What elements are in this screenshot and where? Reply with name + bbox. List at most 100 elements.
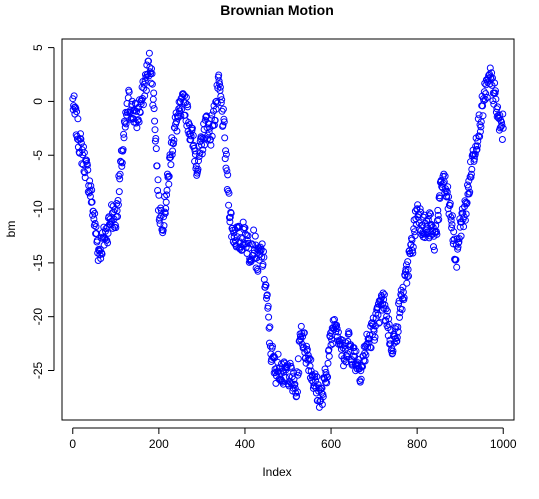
data-point: [448, 221, 456, 229]
data-point: [331, 323, 339, 331]
data-point: [499, 110, 507, 118]
data-point: [188, 124, 196, 132]
data-point: [262, 281, 270, 289]
data-point: [223, 167, 231, 175]
data-point: [325, 352, 333, 360]
x-axis: 0 200 400 600 800 1000: [69, 427, 517, 451]
data-point: [114, 197, 122, 204]
data-point: [115, 172, 123, 180]
data-point: [475, 111, 483, 119]
data-point: [104, 229, 112, 237]
data-point: [491, 79, 499, 87]
data-point: [176, 107, 183, 115]
x-axis-label: Index: [262, 465, 291, 479]
data-point: [89, 211, 97, 219]
data-point: [367, 344, 375, 352]
data-point: [344, 330, 352, 338]
data-point: [265, 324, 273, 332]
data-point: [343, 350, 351, 358]
data-point: [318, 389, 326, 397]
data-point: [178, 105, 186, 113]
data-point: [281, 373, 289, 381]
y-axis-label: bm: [4, 221, 18, 238]
data-point: [221, 134, 229, 142]
data-point: [226, 218, 234, 226]
data-point: [118, 162, 126, 170]
data-point: [389, 347, 397, 355]
data-point: [440, 170, 448, 178]
data-point: [483, 93, 491, 101]
data-point: [328, 335, 335, 343]
data-point: [72, 105, 80, 113]
data-point: [477, 118, 485, 126]
data-point: [88, 198, 96, 206]
data-point: [426, 209, 434, 217]
data-point: [222, 150, 230, 158]
data-point: [405, 272, 412, 280]
data-point: [450, 228, 458, 236]
data-point: [258, 240, 266, 248]
data-point: [293, 392, 301, 400]
data-point: [177, 112, 185, 120]
data-point: [404, 258, 412, 266]
data-point: [356, 378, 364, 386]
data-point: [479, 112, 487, 120]
data-point: [396, 313, 403, 321]
data-point: [306, 354, 313, 362]
data-point: [345, 330, 353, 337]
data-point: [92, 223, 100, 231]
data-point: [84, 166, 92, 174]
data-point: [266, 342, 274, 350]
data-point: [380, 291, 388, 299]
data-point: [136, 109, 144, 116]
data-point: [463, 199, 471, 207]
data-point: [173, 127, 181, 135]
data-point: [488, 69, 496, 77]
data-point: [221, 155, 229, 163]
data-point: [473, 142, 481, 150]
data-point: [83, 156, 90, 164]
data-point: [83, 161, 91, 169]
data-point: [163, 186, 171, 194]
data-point: [364, 343, 372, 351]
data-point: [498, 121, 506, 129]
data-point: [399, 283, 407, 291]
data-point: [486, 80, 494, 88]
data-point: [383, 307, 391, 315]
data-point: [403, 279, 411, 287]
data-point: [457, 232, 465, 240]
data-point: [416, 205, 424, 213]
data-point: [88, 186, 96, 194]
data-point: [498, 136, 506, 143]
data-point: [291, 380, 299, 388]
data-point: [498, 118, 505, 126]
data-point: [374, 311, 382, 319]
data-point: [441, 172, 449, 180]
y-tick-label: -5: [31, 150, 45, 161]
data-point: [73, 108, 81, 116]
data-point: [145, 49, 153, 57]
data-point: [225, 201, 233, 209]
data-point: [408, 247, 416, 255]
data-point: [479, 102, 487, 110]
data-point: [436, 192, 443, 200]
data-point: [425, 212, 433, 220]
data-point: [149, 95, 157, 103]
data-point: [207, 141, 215, 149]
data-point: [303, 342, 310, 350]
data-point: [208, 111, 216, 119]
data-point: [454, 243, 462, 251]
data-point: [148, 80, 156, 88]
data-point: [252, 264, 260, 272]
data-point: [165, 180, 173, 188]
data-point: [91, 220, 99, 227]
data-point: [80, 149, 88, 157]
data-point: [435, 216, 443, 224]
data-point: [322, 368, 330, 376]
data-point: [393, 337, 401, 345]
data-point: [433, 217, 441, 224]
data-point: [182, 93, 190, 101]
data-point: [260, 253, 268, 261]
data-point: [445, 193, 453, 201]
data-point: [350, 344, 358, 352]
